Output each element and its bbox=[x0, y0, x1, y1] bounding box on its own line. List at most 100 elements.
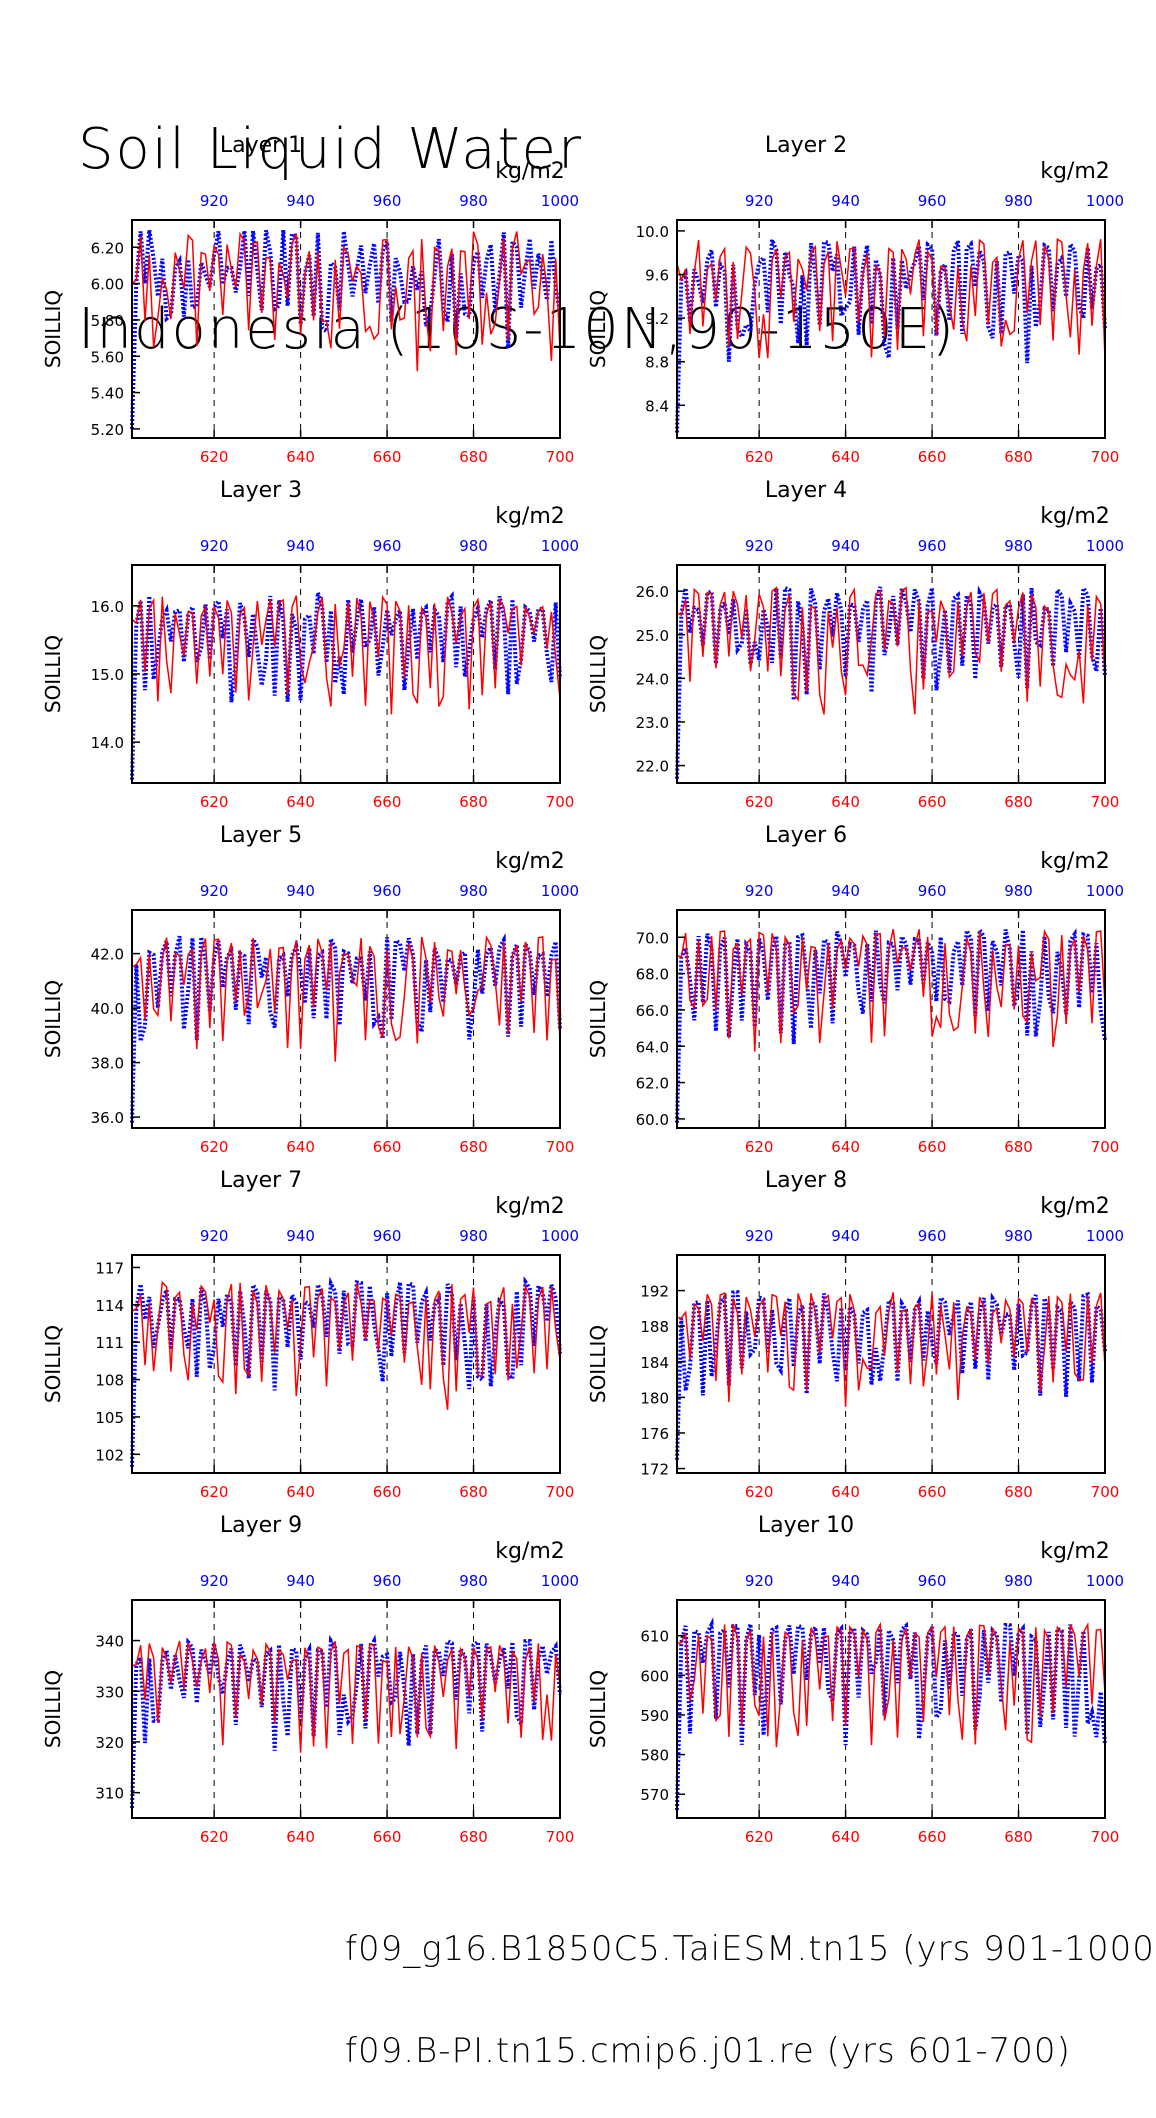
panel-title: Layer 3 bbox=[220, 478, 302, 503]
y-tick-label: 570 bbox=[640, 1786, 669, 1804]
x-bottom-tick-label: 680 bbox=[1004, 1483, 1033, 1501]
x-top-tick-label: 920 bbox=[745, 882, 774, 900]
x-bottom-tick-label: 620 bbox=[200, 1138, 229, 1156]
x-top-tick-label: 980 bbox=[1004, 192, 1033, 210]
series-line-cmip6 bbox=[676, 586, 1106, 715]
x-bottom-tick-label: 660 bbox=[373, 448, 402, 466]
x-top-tick-label: 1000 bbox=[1086, 192, 1124, 210]
y-tick-label: 62.0 bbox=[636, 1075, 669, 1093]
panel-title: Layer 1 bbox=[220, 133, 302, 158]
panel-layer-2: Layer 2 kg/m2 8.4 8.8 9.2 9.6 10.0 SOILLIQ 620 64… bbox=[545, 0, 1124, 466]
x-bottom-tick-label: 700 bbox=[546, 793, 575, 811]
x-bottom-tick-label: 640 bbox=[831, 1828, 860, 1846]
unit-label: kg/m2 bbox=[1040, 504, 1110, 529]
x-bottom-tick-label: 700 bbox=[1091, 793, 1120, 811]
x-bottom-tick-label: 620 bbox=[200, 1483, 229, 1501]
title-line-1: Soil Liquid Water bbox=[78, 117, 583, 182]
panel-layer-8: Layer 8 kg/m2 172 176 180 184 188 192 SOILLIQ 620… bbox=[545, 1035, 1124, 1501]
x-top-tick-label: 940 bbox=[831, 1572, 860, 1590]
y-tick-label: 8.4 bbox=[645, 397, 669, 415]
panel-title: Layer 6 bbox=[765, 823, 847, 848]
x-bottom-tick-label: 680 bbox=[1004, 1138, 1033, 1156]
unit-label: kg/m2 bbox=[495, 849, 565, 874]
x-bottom-tick-label: 680 bbox=[1004, 1828, 1033, 1846]
x-bottom-tick-label: 660 bbox=[373, 793, 402, 811]
y-tick-label: 16.0 bbox=[91, 598, 124, 616]
y-tick-label: 310 bbox=[95, 1785, 124, 1803]
x-top-tick-label: 980 bbox=[1004, 1227, 1033, 1245]
y-tick-label: 111 bbox=[95, 1334, 124, 1352]
panel-title: Layer 8 bbox=[765, 1168, 847, 1193]
x-top-tick-label: 920 bbox=[200, 882, 229, 900]
plot-frame bbox=[676, 219, 1106, 439]
panel-title: Layer 4 bbox=[765, 478, 847, 503]
panel-title: Layer 7 bbox=[220, 1168, 302, 1193]
y-tick-label: 9.2 bbox=[645, 310, 669, 328]
legend: f09_g16.B1850C5.TaiESM.tn15 (yrs 901-100… bbox=[0, 1925, 1156, 2115]
y-axis-label: SOILLIQ bbox=[586, 290, 610, 368]
series-line-cmip6 bbox=[676, 1291, 1106, 1407]
x-bottom-tick-label: 680 bbox=[459, 1828, 488, 1846]
x-top-tick-label: 940 bbox=[831, 537, 860, 555]
y-tick-label: 176 bbox=[640, 1425, 669, 1443]
x-bottom-tick-label: 700 bbox=[1091, 1828, 1120, 1846]
x-top-tick-label: 960 bbox=[918, 1572, 947, 1590]
x-bottom-tick-label: 640 bbox=[286, 448, 315, 466]
y-tick-label: 14.0 bbox=[91, 734, 124, 752]
plot-frame bbox=[676, 1254, 1106, 1474]
x-bottom-tick-label: 700 bbox=[1091, 1483, 1120, 1501]
y-tick-label: 66.0 bbox=[636, 1002, 669, 1020]
series-line-cmip6 bbox=[131, 594, 561, 715]
x-top-tick-label: 940 bbox=[831, 192, 860, 210]
x-top-tick-label: 920 bbox=[200, 537, 229, 555]
y-tick-label: 68.0 bbox=[636, 966, 669, 984]
x-bottom-tick-label: 620 bbox=[745, 1138, 774, 1156]
unit-label: kg/m2 bbox=[495, 1194, 565, 1219]
y-tick-label: 117 bbox=[95, 1259, 124, 1277]
series-line-cmip6 bbox=[676, 928, 1106, 1052]
x-top-tick-label: 1000 bbox=[541, 537, 579, 555]
y-tick-label: 25.0 bbox=[636, 627, 669, 645]
y-axis-label: SOILLIQ bbox=[41, 980, 65, 1058]
x-bottom-tick-label: 660 bbox=[918, 793, 947, 811]
y-axis-label: SOILLIQ bbox=[41, 1325, 65, 1403]
y-tick-label: 580 bbox=[640, 1747, 669, 1765]
x-top-tick-label: 960 bbox=[918, 192, 947, 210]
x-top-tick-label: 920 bbox=[200, 192, 229, 210]
x-top-tick-label: 920 bbox=[745, 537, 774, 555]
x-bottom-tick-label: 680 bbox=[459, 793, 488, 811]
y-tick-label: 184 bbox=[640, 1354, 669, 1372]
legend-entry-cmip6: f09.B-PI.tn15.cmip6.j01.re (yrs 601-700) bbox=[0, 2027, 1156, 2087]
y-axis-label: SOILLIQ bbox=[586, 1670, 610, 1748]
x-bottom-tick-label: 640 bbox=[831, 793, 860, 811]
y-axis-label: SOILLIQ bbox=[41, 635, 65, 713]
x-top-tick-label: 920 bbox=[200, 1572, 229, 1590]
y-tick-label: 330 bbox=[95, 1683, 124, 1701]
x-bottom-tick-label: 680 bbox=[459, 1138, 488, 1156]
unit-label: kg/m2 bbox=[495, 504, 565, 529]
y-tick-label: 172 bbox=[640, 1461, 669, 1479]
x-top-tick-label: 1000 bbox=[1086, 1227, 1124, 1245]
x-bottom-tick-label: 660 bbox=[373, 1138, 402, 1156]
chart-svg: Layer 2 kg/m2 8.4 8.8 9.2 9.6 10.0 SOILLIQ 620 64… bbox=[586, 133, 1124, 466]
x-bottom-tick-label: 680 bbox=[459, 1483, 488, 1501]
series-line-cmip6 bbox=[676, 237, 1106, 360]
x-bottom-tick-label: 680 bbox=[1004, 793, 1033, 811]
x-top-tick-label: 980 bbox=[459, 882, 488, 900]
plot-frame bbox=[131, 219, 561, 439]
y-tick-label: 40.0 bbox=[91, 1000, 124, 1018]
unit-label: kg/m2 bbox=[495, 1539, 565, 1564]
series-line-cmip6 bbox=[131, 1640, 561, 1753]
y-tick-label: 5.60 bbox=[91, 348, 124, 366]
y-tick-label: 22.0 bbox=[636, 758, 669, 776]
x-bottom-tick-label: 620 bbox=[200, 793, 229, 811]
y-tick-label: 108 bbox=[95, 1372, 124, 1390]
panel-layer-10: Layer 10 kg/m2 570 580 590 600 610 SOILLIQ 620 64… bbox=[545, 1380, 1124, 1846]
y-tick-label: 5.80 bbox=[91, 312, 124, 330]
x-top-tick-label: 960 bbox=[373, 1572, 402, 1590]
chart-svg: Layer 5 kg/m2 36.0 38.0 40.0 42.0 SOILLIQ 620 64… bbox=[41, 823, 579, 1156]
x-bottom-tick-label: 700 bbox=[546, 448, 575, 466]
y-tick-label: 8.8 bbox=[645, 354, 669, 372]
legend-label-cmip6: f09.B-PI.tn15.cmip6.j01.re (yrs 601-700) bbox=[345, 2031, 1071, 2071]
x-top-tick-label: 940 bbox=[831, 1227, 860, 1245]
